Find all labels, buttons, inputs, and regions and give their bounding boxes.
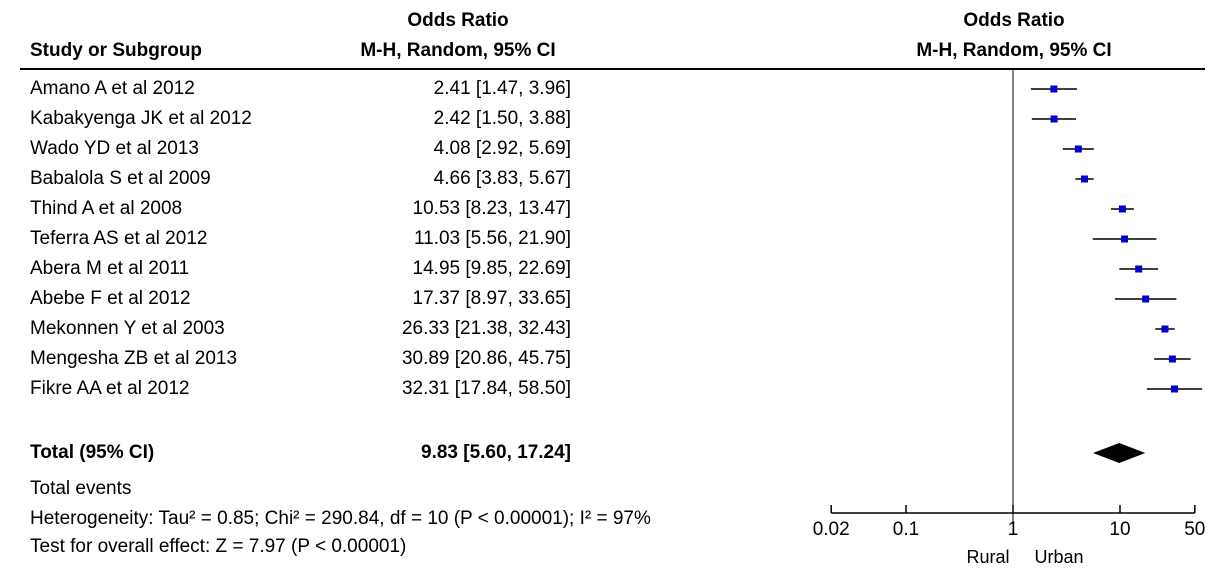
x-tick-label: 0.02 [812, 519, 850, 540]
study-name: Kabakyenga JK et al 2012 [30, 108, 252, 129]
point-marker [1118, 205, 1126, 213]
total-ci-text: 9.83 [5.60, 17.24] [421, 442, 571, 463]
study-ci-text: 11.03 [5.56, 21.90] [413, 228, 571, 249]
study-ci-text: 2.41 [1.47, 3.96] [433, 78, 571, 99]
point-marker [1074, 145, 1082, 153]
study-name: Thind A et al 2008 [30, 198, 183, 219]
total-label: Total (95% CI) [30, 442, 155, 463]
study-ci-text: 26.33 [21.38, 32.43] [401, 318, 571, 339]
study-ci-text: 4.08 [2.92, 5.69] [433, 138, 571, 159]
study-name: Amano A et al 2012 [30, 78, 195, 99]
point-marker [1081, 175, 1089, 183]
study-ci-text: 2.42 [1.50, 3.88] [433, 108, 571, 129]
study-name: Mengesha ZB et al 2013 [30, 348, 238, 369]
point-marker [1050, 115, 1058, 123]
study-ci-text: 17.37 [8.97, 33.65] [412, 288, 571, 309]
plot-method: M-H, Random, 95% CI [916, 40, 1112, 61]
or-column-method: M-H, Random, 95% CI [360, 40, 556, 61]
point-marker [1135, 265, 1143, 273]
study-name: Abebe F et al 2012 [30, 288, 191, 309]
x-tick-label: 0.1 [892, 519, 920, 540]
favours-right-label: Urban [1034, 547, 1084, 567]
total-events-label: Total events [30, 478, 132, 499]
or-column-title: Odds Ratio [407, 10, 509, 31]
point-marker [1161, 325, 1169, 333]
study-ci-text: 10.53 [8.23, 13.47] [412, 198, 571, 219]
x-tick-label: 1 [1007, 519, 1019, 540]
study-ci-text: 32.31 [17.84, 58.50] [401, 378, 571, 399]
overall-effect-text: Test for overall effect: Z = 7.97 (P < 0… [30, 536, 407, 557]
plot-title: Odds Ratio [963, 10, 1065, 31]
x-tick-label: 50 [1184, 519, 1206, 540]
study-ci-text: 30.89 [20.86, 45.75] [401, 348, 571, 369]
study-column-header: Study or Subgroup [30, 40, 203, 61]
point-marker [1121, 235, 1129, 243]
point-marker [1170, 385, 1178, 393]
favours-left-label: Rural [966, 547, 1010, 567]
study-ci-text: 4.66 [3.83, 5.67] [433, 168, 571, 189]
study-name: Teferra AS et al 2012 [30, 228, 208, 249]
pooled-diamond [1093, 443, 1146, 463]
study-name: Mekonnen Y et al 2003 [30, 318, 225, 339]
study-ci-text: 14.95 [9.85, 22.69] [412, 258, 571, 279]
study-name: Fikre AA et al 2012 [30, 378, 190, 399]
study-name: Wado YD et al 2013 [30, 138, 199, 159]
study-name: Babalola S et al 2009 [30, 168, 211, 189]
point-marker [1142, 295, 1150, 303]
study-name: Abera M et al 2011 [30, 258, 190, 279]
x-tick-label: 10 [1109, 519, 1131, 540]
heterogeneity-text: Heterogeneity: Tau² = 0.85; Chi² = 290.8… [30, 508, 651, 529]
point-marker [1168, 355, 1176, 363]
point-marker [1050, 85, 1058, 93]
